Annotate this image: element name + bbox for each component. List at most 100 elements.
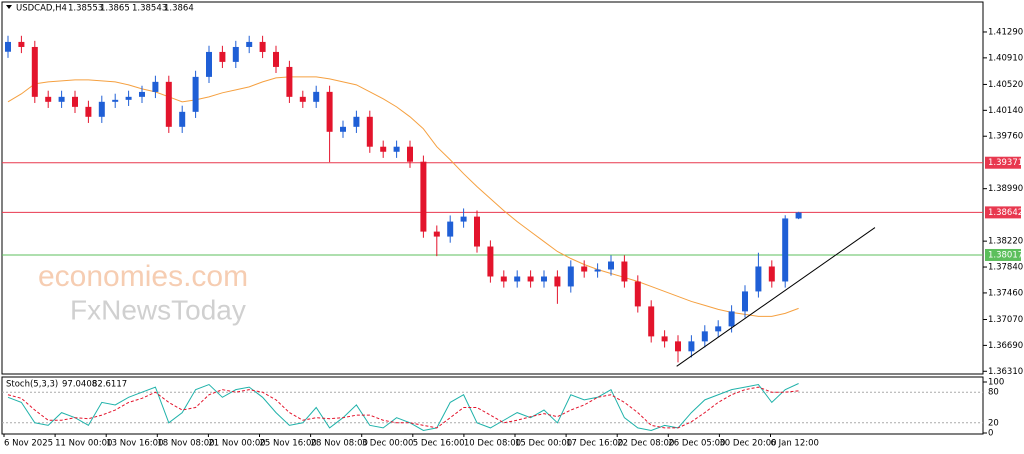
candle-body — [407, 146, 413, 162]
quote-close: 1.3864 — [164, 4, 194, 14]
candle-body — [232, 46, 239, 62]
y-tick-label: 1.37840 — [988, 263, 1023, 273]
candle-body — [380, 146, 387, 152]
quote-low: 1.38543 — [132, 4, 167, 14]
x-tick-label: 6 Nov 2025 — [4, 439, 53, 449]
y-tick-label: 1.37460 — [988, 288, 1023, 298]
candle-body — [98, 101, 105, 117]
y-tick-label: 1.39760 — [988, 132, 1023, 142]
watermark: FxNewsToday — [70, 294, 246, 325]
x-tick-label: 28 Nov 08:00 — [311, 439, 368, 449]
level-label-box — [985, 206, 1021, 219]
x-tick-label: 10 Dec 08:00 — [464, 439, 521, 449]
candle-body — [460, 216, 467, 222]
stoch-tick-label: 0 — [988, 429, 993, 439]
quote-high: 1.3865 — [100, 4, 130, 14]
x-tick-label: 11 Nov 00:00 — [55, 439, 112, 449]
candle-body — [139, 91, 145, 97]
stoch-tick-label: 80 — [988, 388, 999, 398]
candle-body — [393, 146, 400, 152]
candle-body — [581, 266, 588, 272]
candle-body — [58, 96, 65, 102]
x-tick-label: 3 Dec 00:00 — [362, 439, 414, 449]
stoch-signal-value: 82.6117 — [92, 380, 127, 390]
candle-body — [192, 76, 199, 112]
candle-body — [31, 46, 38, 97]
stoch-signal — [7, 386, 799, 429]
candle-body — [728, 311, 735, 327]
stoch-tick-label: 100 — [988, 378, 1004, 388]
x-tick-label: 21 Nov 00:00 — [208, 439, 265, 449]
candle-body — [366, 116, 373, 147]
stoch-name: Stoch(5,3,3) — [6, 380, 58, 390]
candle-body — [554, 276, 561, 287]
y-tick-label: 1.40910 — [988, 53, 1023, 63]
candle-body — [165, 81, 172, 127]
quote-open: 1.38553 — [68, 4, 103, 14]
level-label: 1.38642 — [988, 208, 1023, 218]
candle-body — [179, 111, 186, 127]
x-tick-label: 6 Jan 12:00 — [771, 439, 819, 449]
candle-body — [634, 281, 641, 307]
candle-body — [621, 261, 628, 282]
candle-body — [648, 306, 655, 337]
candle-body — [45, 96, 52, 102]
candle-body — [447, 221, 454, 237]
moving-average — [7, 76, 799, 317]
y-tick-label: 1.40520 — [988, 80, 1023, 90]
x-tick-label: 18 Nov 08:00 — [157, 439, 214, 449]
candle-body — [755, 266, 762, 292]
watermark: economies.com — [38, 260, 248, 293]
y-tick-label: 1.36690 — [988, 341, 1023, 351]
level-label-box — [985, 156, 1021, 169]
candle-body — [18, 41, 25, 47]
level-label: 1.38017 — [988, 250, 1023, 260]
candle-body — [594, 269, 601, 272]
candle-body — [5, 41, 11, 52]
candle-body — [675, 341, 681, 352]
candle-body — [246, 41, 253, 47]
stoch-tick-label: 20 — [988, 418, 999, 428]
x-tick-label: 13 Nov 16:00 — [106, 439, 163, 449]
x-tick-label: 30 Dec 20:00 — [719, 439, 776, 449]
candle-body — [299, 96, 306, 102]
candle-body — [72, 96, 78, 107]
candle-body — [782, 218, 789, 282]
stoch-main — [7, 383, 799, 431]
candle-body — [112, 99, 119, 102]
candle-body — [514, 276, 521, 282]
candle-body — [795, 212, 802, 219]
y-tick-label: 1.38990 — [988, 184, 1023, 194]
candle-body — [152, 81, 159, 92]
candle-body — [567, 266, 574, 287]
level-label-box — [985, 248, 1021, 261]
menu-arrow[interactable] — [6, 5, 12, 9]
y-tick-label: 1.37070 — [988, 315, 1023, 325]
y-tick-label: 1.38220 — [988, 237, 1023, 247]
candle-body — [715, 326, 722, 332]
candle-body — [340, 126, 346, 132]
x-tick-label: 25 Nov 16:00 — [260, 439, 317, 449]
candle-body — [768, 266, 775, 282]
candle-body — [500, 276, 507, 282]
candle-body — [259, 41, 266, 52]
symbol: USDCAD,H4 — [16, 4, 67, 14]
candle-body — [420, 161, 427, 232]
candle-body — [661, 336, 668, 342]
candle-body — [206, 51, 212, 77]
candle-body — [219, 51, 226, 62]
x-tick-label: 5 Dec 16:00 — [413, 439, 465, 449]
x-tick-label: 17 Dec 16:00 — [566, 439, 623, 449]
trendline — [676, 227, 876, 367]
candle-body — [701, 331, 708, 342]
x-tick-label: 22 Dec 08:00 — [617, 439, 674, 449]
x-tick-label: 26 Dec 05:00 — [668, 439, 725, 449]
candle-body — [742, 291, 748, 312]
candle-body — [433, 231, 440, 237]
candle-body — [474, 216, 480, 247]
y-tick-label: 1.41290 — [988, 27, 1023, 37]
y-tick-label: 1.40140 — [988, 106, 1023, 116]
candle-body — [527, 276, 534, 282]
candle-body — [487, 246, 494, 277]
